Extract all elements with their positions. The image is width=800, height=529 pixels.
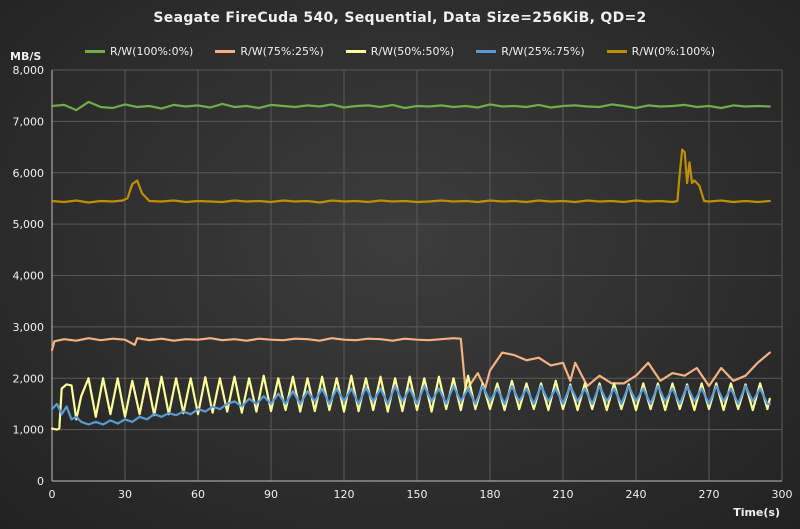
legend-swatch xyxy=(345,50,366,53)
y-axis-label: MB/S xyxy=(10,50,41,63)
legend-swatch xyxy=(215,50,236,53)
y-tick-label: 5,000 xyxy=(13,218,45,231)
legend-label: R/W(100%:0%) xyxy=(109,45,194,58)
legend-item-5: R/W(0%:100%) xyxy=(606,45,716,58)
y-tick-label: 0 xyxy=(37,475,44,488)
x-tick-label: 150 xyxy=(407,488,428,501)
series-line-2 xyxy=(50,337,771,393)
y-tick-label: 3,000 xyxy=(13,321,45,334)
series-line-1 xyxy=(50,100,771,112)
y-tick-label: 6,000 xyxy=(13,167,45,180)
legend-swatch xyxy=(476,50,497,53)
y-tick-label: 7,000 xyxy=(13,115,45,128)
y-tick-label: 4,000 xyxy=(13,270,45,283)
y-tick-label: 2,000 xyxy=(13,372,45,385)
legend-label: R/W(0%:100%) xyxy=(631,45,716,58)
x-tick-label: 300 xyxy=(772,488,793,501)
y-tick-label: 1,000 xyxy=(13,424,45,437)
legend-swatch xyxy=(84,50,105,53)
chart-title: Seagate FireCuda 540, Sequential, Data S… xyxy=(153,10,647,26)
x-tick-label: 120 xyxy=(334,488,355,501)
legend-item-3: R/W(50%:50%) xyxy=(345,45,455,58)
series-line-5 xyxy=(50,148,771,204)
legend-label: R/W(50%:50%) xyxy=(370,45,455,58)
x-tick-label: 210 xyxy=(553,488,574,501)
legend-item-4: R/W(25%:75%) xyxy=(476,45,585,58)
x-tick-label: 180 xyxy=(480,488,501,501)
x-axis-label: Time(s) xyxy=(733,506,780,519)
x-tick-label: 60 xyxy=(191,488,205,501)
x-tick-label: 30 xyxy=(118,488,132,501)
series-line-4 xyxy=(50,384,771,426)
x-tick-label: 270 xyxy=(699,488,720,501)
x-tick-label: 240 xyxy=(626,488,647,501)
y-tick-label: 8,000 xyxy=(13,64,45,77)
x-tick-label: 90 xyxy=(264,488,278,501)
legend-swatch xyxy=(606,50,627,53)
legend-label: R/W(25%:75%) xyxy=(501,45,585,58)
x-tick-label: 0 xyxy=(49,488,56,501)
legend-item-2: R/W(75%:25%) xyxy=(215,45,324,58)
series-line-3 xyxy=(50,374,771,431)
legend-item-1: R/W(100%:0%) xyxy=(84,45,194,58)
legend: R/W(100%:0%) R/W(75%:25%) R/W(50%:50%) R/W(… xyxy=(0,45,800,58)
legend-label: R/W(75%:25%) xyxy=(240,45,324,58)
